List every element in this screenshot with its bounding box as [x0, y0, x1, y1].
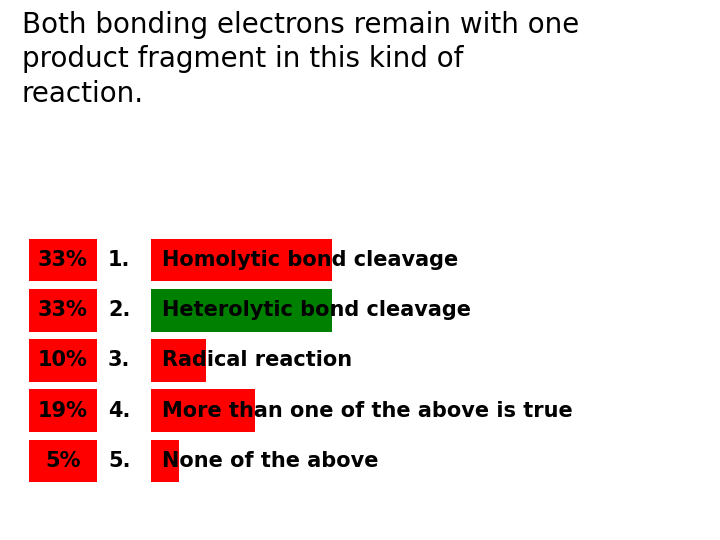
Text: 3.: 3.: [108, 350, 130, 370]
Text: 4.: 4.: [108, 401, 130, 421]
Text: 1.: 1.: [108, 250, 130, 270]
Text: Heterolytic bond cleavage: Heterolytic bond cleavage: [162, 300, 471, 320]
Text: 10%: 10%: [38, 350, 88, 370]
Text: 19%: 19%: [38, 401, 88, 421]
Text: 2.: 2.: [108, 300, 130, 320]
Text: 5%: 5%: [45, 451, 81, 471]
Text: 33%: 33%: [38, 250, 88, 270]
Text: Homolytic bond cleavage: Homolytic bond cleavage: [162, 250, 458, 270]
Text: Both bonding electrons remain with one
product fragment in this kind of
reaction: Both bonding electrons remain with one p…: [22, 11, 579, 108]
Text: More than one of the above is true: More than one of the above is true: [162, 401, 572, 421]
Text: 33%: 33%: [38, 300, 88, 320]
Text: Radical reaction: Radical reaction: [162, 350, 352, 370]
Text: None of the above: None of the above: [162, 451, 379, 471]
Text: 5.: 5.: [108, 451, 130, 471]
